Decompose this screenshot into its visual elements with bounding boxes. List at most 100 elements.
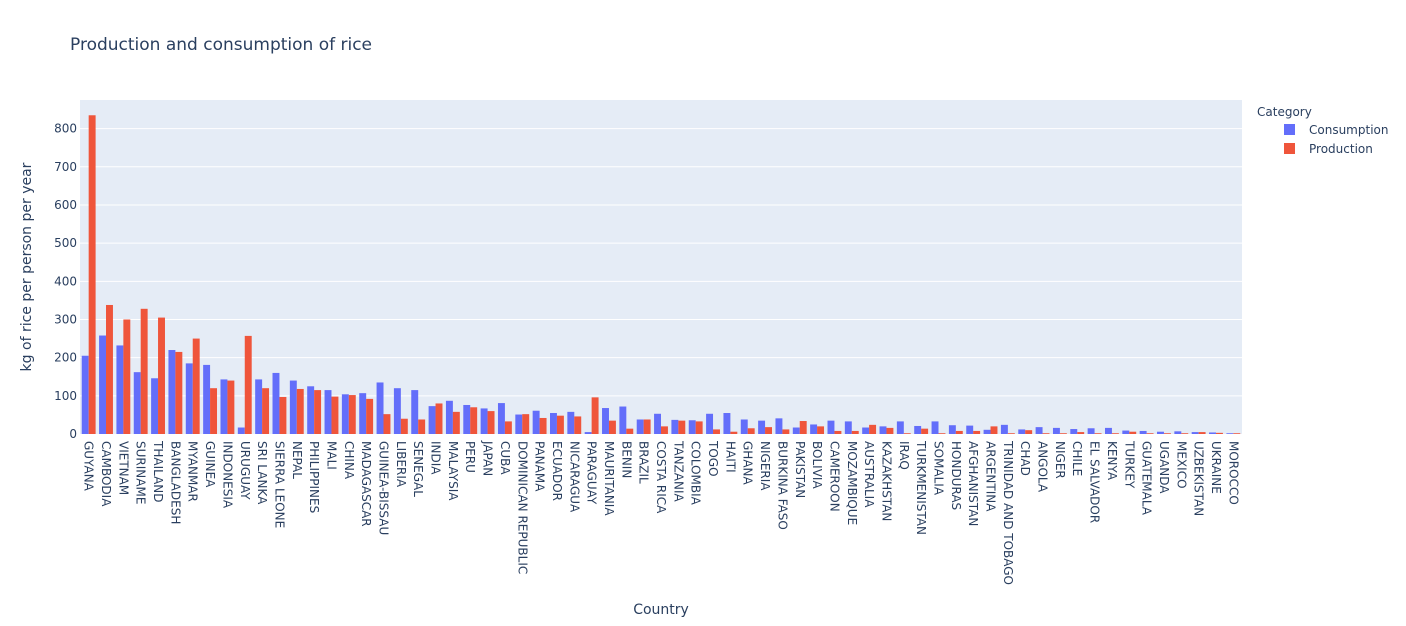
- bar-production-morocco[interactable]: [1233, 433, 1241, 434]
- bar-consumption-peru[interactable]: [463, 404, 471, 434]
- bar-production-liberia[interactable]: [400, 418, 408, 434]
- bar-consumption-ghana[interactable]: [740, 419, 748, 434]
- bar-consumption-china[interactable]: [341, 394, 349, 434]
- bar-consumption-panama[interactable]: [532, 410, 540, 434]
- bar-consumption-india[interactable]: [428, 406, 436, 434]
- bar-consumption-costa-rica[interactable]: [654, 413, 661, 434]
- bar-consumption-tanzania[interactable]: [671, 419, 679, 434]
- bar-consumption-australia[interactable]: [862, 427, 870, 434]
- bar-consumption-chad[interactable]: [1018, 429, 1026, 434]
- bar-production-australia[interactable]: [869, 424, 877, 434]
- bar-production-senegal[interactable]: [418, 419, 426, 434]
- bar-consumption-japan[interactable]: [480, 408, 488, 434]
- bar-consumption-guinea-bissau[interactable]: [376, 382, 384, 434]
- bar-production-uzbekistan[interactable]: [1198, 432, 1206, 434]
- bar-consumption-guinea[interactable]: [203, 364, 211, 434]
- bar-production-uganda[interactable]: [1163, 433, 1171, 434]
- bar-consumption-ecuador[interactable]: [550, 413, 557, 434]
- bar-consumption-morocco[interactable]: [1226, 433, 1234, 434]
- bar-production-cameroon[interactable]: [834, 430, 842, 434]
- bar-production-chile[interactable]: [1077, 432, 1085, 434]
- bar-consumption-paraguay[interactable]: [584, 432, 592, 434]
- bar-production-honduras[interactable]: [955, 430, 963, 434]
- bar-production-nigeria[interactable]: [765, 427, 772, 434]
- bar-production-iraq[interactable]: [903, 433, 911, 434]
- bar-production-costa-rica[interactable]: [661, 426, 668, 434]
- bar-production-cambodia[interactable]: [106, 304, 113, 434]
- bar-production-pakistan[interactable]: [799, 421, 807, 434]
- bar-production-mali[interactable]: [331, 396, 339, 434]
- bar-consumption-vietnam[interactable]: [116, 345, 124, 434]
- bar-production-kazakhstan[interactable]: [886, 427, 894, 434]
- bar-consumption-bolivia[interactable]: [810, 424, 818, 434]
- bar-production-india[interactable]: [435, 403, 443, 434]
- bar-consumption-nigeria[interactable]: [758, 420, 766, 434]
- bar-consumption-turkmenistan[interactable]: [914, 425, 922, 434]
- bar-consumption-chile[interactable]: [1070, 429, 1078, 434]
- bar-consumption-nepal[interactable]: [289, 380, 297, 434]
- bar-production-suriname[interactable]: [140, 308, 148, 434]
- bar-production-somalia[interactable]: [938, 433, 946, 434]
- bar-production-peru[interactable]: [470, 407, 478, 434]
- bar-consumption-mexico[interactable]: [1174, 431, 1182, 434]
- bar-consumption-niger[interactable]: [1052, 427, 1060, 434]
- legend-item-consumption[interactable]: Consumption: [1284, 123, 1388, 137]
- bar-consumption-suriname[interactable]: [133, 372, 141, 434]
- bar-consumption-nicaragua[interactable]: [567, 411, 575, 434]
- bar-production-nicaragua[interactable]: [574, 416, 582, 434]
- bar-production-paraguay[interactable]: [591, 397, 599, 434]
- bar-consumption-uzbekistan[interactable]: [1191, 432, 1199, 434]
- legend-item-production[interactable]: Production: [1284, 142, 1373, 156]
- bar-consumption-uganda[interactable]: [1157, 431, 1164, 434]
- bar-consumption-liberia[interactable]: [393, 388, 401, 434]
- bar-production-brazil[interactable]: [643, 419, 651, 434]
- bar-consumption-guyana[interactable]: [81, 355, 89, 434]
- bar-consumption-honduras[interactable]: [948, 425, 956, 434]
- bar-production-dominican-republic[interactable]: [522, 414, 530, 434]
- bar-consumption-angola[interactable]: [1035, 427, 1043, 434]
- bar-production-uruguay[interactable]: [244, 335, 252, 434]
- bar-production-bangladesh[interactable]: [175, 351, 183, 434]
- bar-consumption-iraq[interactable]: [896, 421, 904, 434]
- bar-production-angola[interactable]: [1042, 433, 1050, 434]
- bar-production-el-salvador[interactable]: [1094, 433, 1102, 434]
- bar-consumption-ukraine[interactable]: [1209, 432, 1216, 434]
- bar-consumption-burkina-faso[interactable]: [775, 418, 783, 434]
- bar-production-japan[interactable]: [487, 411, 495, 434]
- bar-consumption-trinidad-and-tobago[interactable]: [1000, 424, 1008, 434]
- bar-production-thailand[interactable]: [158, 317, 165, 434]
- bar-production-sierra-leone[interactable]: [279, 396, 287, 434]
- bar-production-togo[interactable]: [713, 429, 720, 434]
- bar-consumption-somalia[interactable]: [931, 421, 939, 434]
- bar-consumption-kenya[interactable]: [1104, 427, 1112, 434]
- bar-consumption-sierra-leone[interactable]: [272, 372, 280, 434]
- bar-consumption-malaysia[interactable]: [445, 400, 453, 434]
- bar-consumption-el-salvador[interactable]: [1087, 428, 1095, 434]
- bar-production-argentina[interactable]: [990, 426, 998, 434]
- bar-consumption-guatemala[interactable]: [1139, 430, 1147, 434]
- bar-production-china[interactable]: [348, 395, 356, 434]
- bar-consumption-togo[interactable]: [706, 413, 714, 434]
- bar-production-malaysia[interactable]: [452, 411, 460, 434]
- bar-consumption-uruguay[interactable]: [237, 427, 245, 434]
- bar-production-turkey[interactable]: [1129, 431, 1137, 434]
- bar-production-niger[interactable]: [1059, 433, 1067, 434]
- bar-production-indonesia[interactable]: [227, 380, 235, 434]
- bar-production-tanzania[interactable]: [678, 420, 686, 434]
- bar-production-mauritania[interactable]: [608, 420, 616, 434]
- bar-consumption-mali[interactable]: [324, 390, 332, 434]
- bar-consumption-myanmar[interactable]: [185, 363, 193, 434]
- bar-production-colombia[interactable]: [695, 421, 703, 434]
- bar-consumption-philippines[interactable]: [307, 386, 315, 434]
- bar-consumption-colombia[interactable]: [688, 420, 696, 434]
- bar-production-bolivia[interactable]: [817, 426, 825, 434]
- bar-production-afghanistan[interactable]: [973, 430, 981, 434]
- bar-production-burkina-faso[interactable]: [782, 429, 790, 434]
- bar-production-philippines[interactable]: [314, 390, 322, 434]
- bar-production-ukraine[interactable]: [1215, 432, 1223, 434]
- bar-production-cuba[interactable]: [504, 421, 512, 434]
- bar-consumption-indonesia[interactable]: [220, 379, 228, 434]
- bar-consumption-mauritania[interactable]: [602, 408, 609, 434]
- bar-production-mexico[interactable]: [1181, 433, 1189, 434]
- bar-consumption-cambodia[interactable]: [99, 335, 107, 434]
